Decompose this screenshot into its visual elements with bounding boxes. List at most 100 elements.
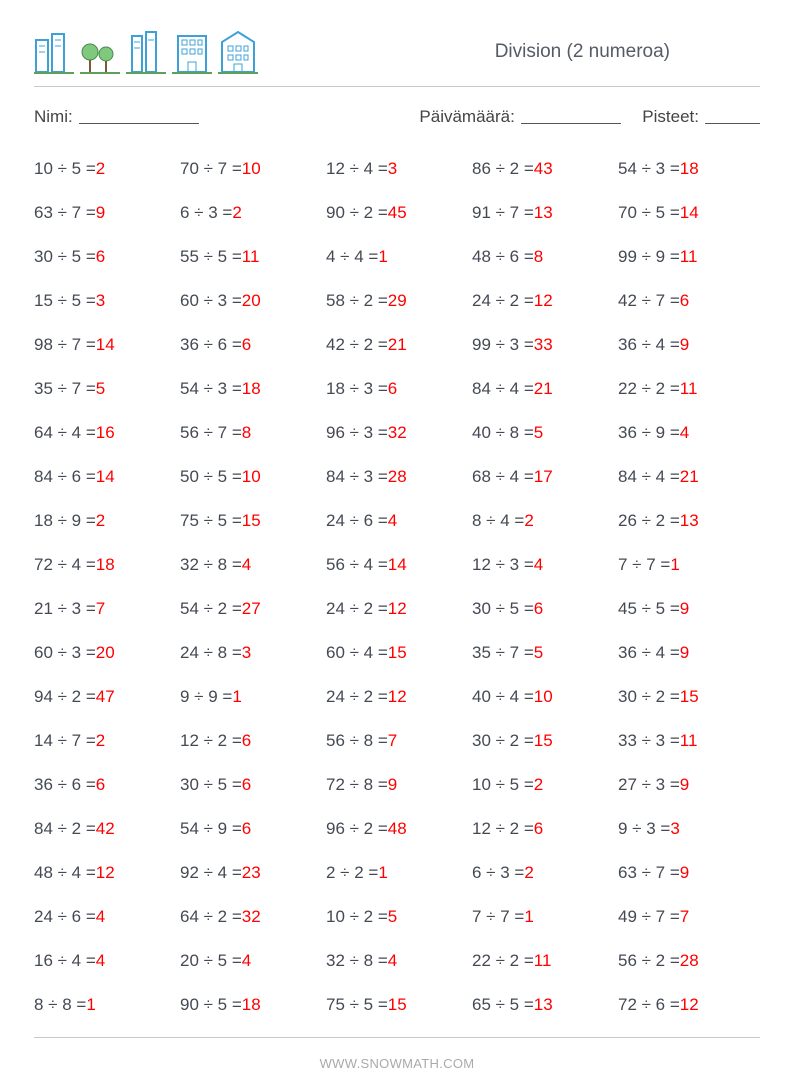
problem-cell: 90 ÷ 2 = 45 [326, 191, 468, 235]
problem-cell: 68 ÷ 4 = 17 [472, 455, 614, 499]
meta-row: Nimi: Päivämäärä: Pisteet: [34, 105, 760, 127]
footer-text: WWW.SNOWMATH.COM [34, 1056, 760, 1071]
answer: 20 [242, 291, 261, 311]
problem-cell: 75 ÷ 5 = 15 [180, 499, 322, 543]
problem-cell: 6 ÷ 3 = 2 [472, 851, 614, 895]
problem-cell: 60 ÷ 4 = 15 [326, 631, 468, 675]
score-blank[interactable] [705, 107, 760, 124]
answer: 5 [388, 907, 397, 927]
answer: 47 [96, 687, 115, 707]
problem-cell: 24 ÷ 8 = 3 [180, 631, 322, 675]
problem-cell: 54 ÷ 3 = 18 [180, 367, 322, 411]
answer: 23 [242, 863, 261, 883]
buildings-icon [34, 30, 74, 74]
problem-cell: 49 ÷ 7 = 7 [618, 895, 760, 939]
problem-cell: 6 ÷ 3 = 2 [180, 191, 322, 235]
problem-cell: 64 ÷ 4 = 16 [34, 411, 176, 455]
problem-cell: 42 ÷ 7 = 6 [618, 279, 760, 323]
answer: 2 [534, 775, 543, 795]
answer: 42 [96, 819, 115, 839]
answer: 15 [388, 995, 407, 1015]
answer: 10 [242, 467, 261, 487]
date-blank[interactable] [521, 107, 621, 124]
problem-cell: 36 ÷ 4 = 9 [618, 631, 760, 675]
answer: 12 [534, 291, 553, 311]
answer: 4 [388, 511, 397, 531]
answer: 21 [680, 467, 699, 487]
answer: 6 [96, 247, 105, 267]
problem-cell: 42 ÷ 2 = 21 [326, 323, 468, 367]
answer: 10 [534, 687, 553, 707]
problem-cell: 8 ÷ 8 = 1 [34, 983, 176, 1027]
problem-cell: 48 ÷ 6 = 8 [472, 235, 614, 279]
problem-cell: 16 ÷ 4 = 4 [34, 939, 176, 983]
answer: 8 [242, 423, 251, 443]
problem-cell: 56 ÷ 4 = 14 [326, 543, 468, 587]
problem-cell: 92 ÷ 4 = 23 [180, 851, 322, 895]
problem-cell: 96 ÷ 3 = 32 [326, 411, 468, 455]
problem-cell: 64 ÷ 2 = 32 [180, 895, 322, 939]
answer: 14 [680, 203, 699, 223]
problem-cell: 8 ÷ 4 = 2 [472, 499, 614, 543]
answer: 28 [388, 467, 407, 487]
problem-cell: 22 ÷ 2 = 11 [618, 367, 760, 411]
problem-cell: 35 ÷ 7 = 5 [34, 367, 176, 411]
worksheet-title: Division (2 numeroa) [495, 41, 760, 63]
answer: 2 [232, 203, 241, 223]
problem-cell: 54 ÷ 2 = 27 [180, 587, 322, 631]
problem-cell: 56 ÷ 7 = 8 [180, 411, 322, 455]
answer: 6 [388, 379, 397, 399]
answer: 2 [96, 159, 105, 179]
answer: 9 [680, 863, 689, 883]
problem-cell: 15 ÷ 5 = 3 [34, 279, 176, 323]
name-blank[interactable] [79, 107, 199, 124]
problem-cell: 84 ÷ 4 = 21 [472, 367, 614, 411]
problem-cell: 54 ÷ 9 = 6 [180, 807, 322, 851]
answer: 12 [680, 995, 699, 1015]
problem-cell: 56 ÷ 2 = 28 [618, 939, 760, 983]
answer: 1 [670, 555, 679, 575]
problem-cell: 32 ÷ 8 = 4 [326, 939, 468, 983]
problem-cell: 24 ÷ 2 = 12 [326, 675, 468, 719]
problem-cell: 9 ÷ 3 = 3 [618, 807, 760, 851]
apartment-icon [218, 30, 258, 74]
date-label: Päivämäärä: [419, 107, 514, 127]
answer: 12 [388, 599, 407, 619]
park-icon [80, 30, 120, 74]
answer: 6 [242, 775, 251, 795]
answer: 9 [388, 775, 397, 795]
problem-cell: 12 ÷ 2 = 6 [180, 719, 322, 763]
problem-cell: 60 ÷ 3 = 20 [34, 631, 176, 675]
answer: 33 [534, 335, 553, 355]
problem-cell: 99 ÷ 9 = 11 [618, 235, 760, 279]
score-label: Pisteet: [642, 107, 699, 127]
answer: 21 [388, 335, 407, 355]
answer: 3 [388, 159, 397, 179]
answer: 9 [96, 203, 105, 223]
problem-cell: 36 ÷ 6 = 6 [34, 763, 176, 807]
problem-cell: 72 ÷ 6 = 12 [618, 983, 760, 1027]
problem-cell: 84 ÷ 4 = 21 [618, 455, 760, 499]
problem-cell: 94 ÷ 2 = 47 [34, 675, 176, 719]
problem-cell: 2 ÷ 2 = 1 [326, 851, 468, 895]
problem-cell: 24 ÷ 6 = 4 [34, 895, 176, 939]
problem-cell: 70 ÷ 5 = 14 [618, 191, 760, 235]
problem-cell: 10 ÷ 5 = 2 [472, 763, 614, 807]
answer: 6 [680, 291, 689, 311]
answer: 48 [388, 819, 407, 839]
problem-cell: 33 ÷ 3 = 11 [618, 719, 760, 763]
problem-cell: 12 ÷ 3 = 4 [472, 543, 614, 587]
answer: 4 [534, 555, 543, 575]
answer: 15 [388, 643, 407, 663]
problem-cell: 55 ÷ 5 = 11 [180, 235, 322, 279]
problem-cell: 24 ÷ 6 = 4 [326, 499, 468, 543]
answer: 9 [680, 335, 689, 355]
answer: 11 [680, 731, 698, 751]
problem-cell: 48 ÷ 4 = 12 [34, 851, 176, 895]
answer: 32 [388, 423, 407, 443]
answer: 18 [96, 555, 115, 575]
answer: 15 [242, 511, 261, 531]
answer: 14 [96, 335, 115, 355]
answer: 14 [96, 467, 115, 487]
answer: 11 [534, 951, 552, 971]
